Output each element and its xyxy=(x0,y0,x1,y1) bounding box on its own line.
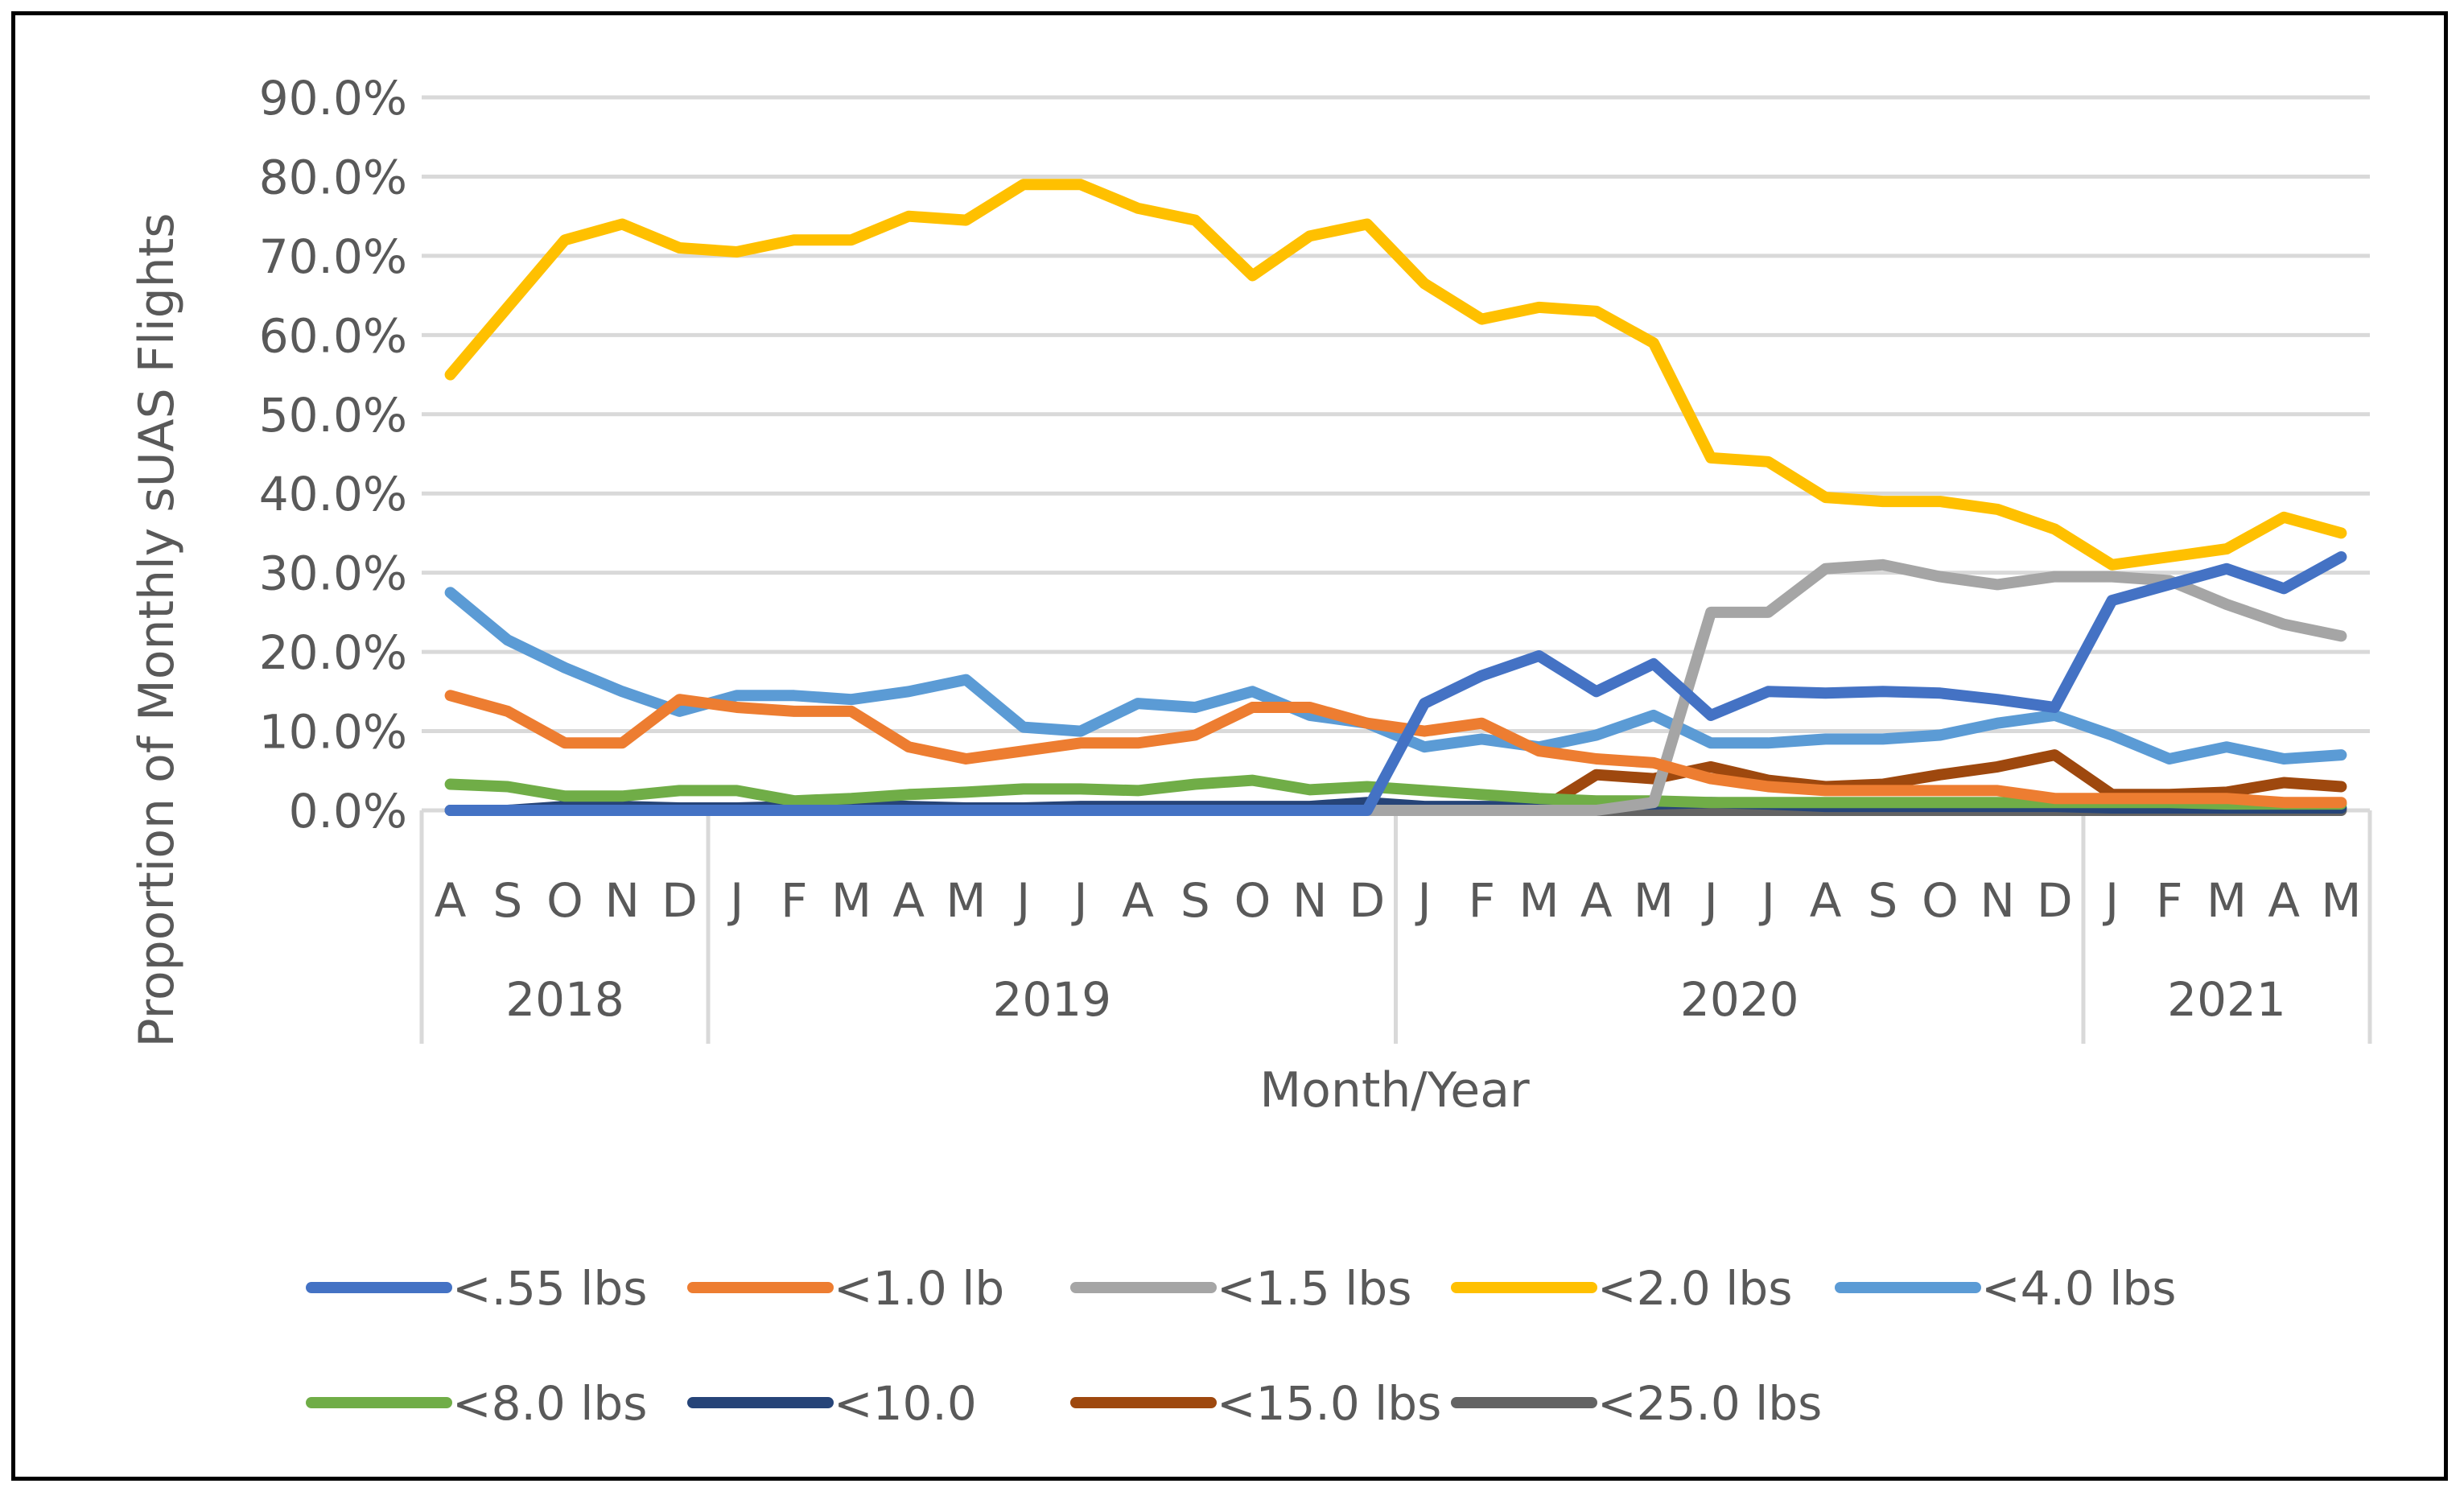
x-tick-label: M xyxy=(2321,873,2361,928)
series-lines xyxy=(444,179,2347,816)
x-tick-label: M xyxy=(1634,873,1674,928)
y-tick-label: 80.0% xyxy=(259,150,407,204)
x-tick-label: O xyxy=(1234,873,1271,928)
x-tick-label: A xyxy=(1122,873,1154,928)
y-tick-label: 40.0% xyxy=(259,467,407,521)
series-line-4-0-lbs xyxy=(444,587,2347,764)
x-tick-label: J xyxy=(2103,873,2119,928)
legend-label: <15.0 lbs xyxy=(1217,1376,1441,1431)
y-tick-label: 20.0% xyxy=(259,625,407,680)
gridlines xyxy=(422,95,2370,813)
legend-label: <25.0 lbs xyxy=(1597,1376,1822,1431)
y-tick-label: 0.0% xyxy=(289,784,407,839)
legend-label: <4.0 lbs xyxy=(1981,1261,2176,1316)
x-tick-label: F xyxy=(1469,873,1495,928)
x-tick-label: J xyxy=(1415,873,1432,928)
x-tick-label: S xyxy=(492,873,522,928)
legend-label: <8.0 lbs xyxy=(452,1376,647,1431)
y-tick-label: 10.0% xyxy=(259,705,407,760)
legend-label: <2.0 lbs xyxy=(1597,1261,1792,1316)
x-tick-label: J xyxy=(1702,873,1718,928)
series-line-2-0-lbs xyxy=(444,179,2347,571)
y-tick-label: 90.0% xyxy=(259,71,407,126)
year-label: 2021 xyxy=(2167,972,2286,1027)
x-tick-label: J xyxy=(727,873,744,928)
x-tick-label: D xyxy=(2037,873,2073,928)
y-tick-label: 30.0% xyxy=(259,546,407,601)
x-tick-label: S xyxy=(1180,873,1210,928)
x-tick-label: M xyxy=(831,873,871,928)
x-tick-label: N xyxy=(1292,873,1327,928)
x-tick-label: A xyxy=(1810,873,1842,928)
legend-label: <1.5 lbs xyxy=(1217,1261,1411,1316)
year-label: 2020 xyxy=(1680,972,1799,1027)
legend-label: <.55 lbs xyxy=(452,1261,647,1316)
x-tick-label: D xyxy=(661,873,698,928)
year-label: 2018 xyxy=(505,972,624,1027)
chart-frame: A S O N D J F M A M J J A S O N D J F M A M J J A S O N D J F M A M 2018 20… xyxy=(11,11,2448,1481)
legend: <.55 lbs <1.0 lb <1.5 lbs <2.0 lbs <4.0 lbs <… xyxy=(306,1261,2176,1431)
y-axis-ticks: 0.0% 10.0% 20.0% 30.0% 40.0% 50.0% 60.0% 70.0% 8… xyxy=(259,71,407,839)
series-line-1-5-lbs xyxy=(444,558,2347,816)
x-tick-label: A xyxy=(892,873,925,928)
x-axis-label: Month/Year xyxy=(1259,1062,1530,1119)
x-tick-label: O xyxy=(1922,873,1959,928)
y-tick-label: 60.0% xyxy=(259,308,407,363)
x-tick-label: N xyxy=(605,873,640,928)
series-line-1-0-lb xyxy=(444,690,2347,809)
x-tick-label: M xyxy=(2206,873,2247,928)
legend-label: <10.0 xyxy=(834,1376,977,1431)
year-label: 2019 xyxy=(992,972,1111,1027)
x-tick-label: N xyxy=(1980,873,2014,928)
y-tick-label: 50.0% xyxy=(259,388,407,443)
x-tick-label: A xyxy=(1580,873,1613,928)
x-tick-label: A xyxy=(2268,873,2300,928)
x-tick-label: F xyxy=(781,873,807,928)
x-tick-label: F xyxy=(2156,873,2182,928)
x-tick-label: M xyxy=(946,873,986,928)
x-tick-label: O xyxy=(546,873,583,928)
y-tick-label: 70.0% xyxy=(259,229,407,284)
x-tick-label: D xyxy=(1349,873,1386,928)
x-tick-label: A xyxy=(435,873,467,928)
x-tick-label: M xyxy=(1518,873,1559,928)
x-tick-label: S xyxy=(1868,873,1897,928)
legend-label: <1.0 lb xyxy=(834,1261,1004,1316)
x-tick-label: J xyxy=(1014,873,1030,928)
y-axis-label: Proportion of Monthly sUAS Flights xyxy=(129,213,185,1048)
x-tick-label: J xyxy=(1759,873,1775,928)
x-tick-label: J xyxy=(1071,873,1087,928)
series-line-55-lbs xyxy=(444,551,2347,816)
series-line-8-0-lbs xyxy=(444,774,2347,810)
